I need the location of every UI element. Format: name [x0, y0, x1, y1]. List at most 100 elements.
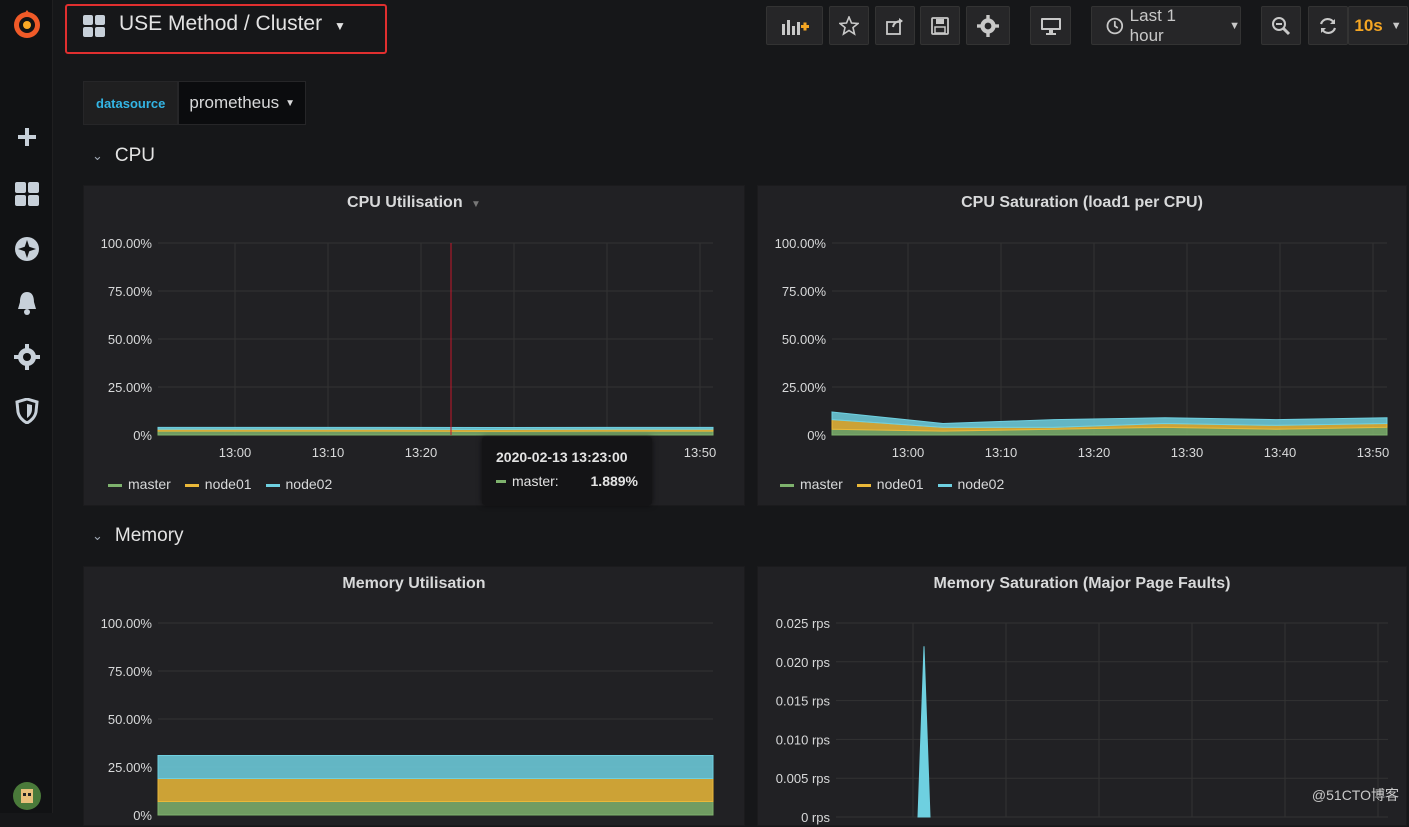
y-tick-label: 0% [807, 428, 826, 443]
share-button[interactable] [875, 6, 915, 45]
dashboards-icon[interactable] [0, 174, 53, 214]
template-variable: datasource prometheus ▼ [83, 81, 306, 125]
graph-tooltip: 2020-02-13 13:23:00 master: 1.889% [482, 437, 652, 505]
legend-item-master[interactable]: master [108, 476, 171, 492]
refresh-button[interactable] [1308, 6, 1348, 45]
y-tick-label: 0.005 rps [776, 771, 831, 786]
y-tick-label: 50.00% [108, 332, 153, 347]
x-tick-label: 13:20 [405, 445, 438, 460]
legend-item-node02[interactable]: node02 [266, 476, 333, 492]
refresh-interval-picker[interactable]: 10s ▼ [1348, 6, 1408, 45]
x-tick-label: 13:10 [312, 445, 345, 460]
tooltip-swatch [496, 480, 506, 483]
dashboard-title-text: USE Method / Cluster [119, 12, 322, 35]
legend: master node01 node02 [108, 476, 332, 492]
watermark: @51CTO博客 [1312, 785, 1399, 805]
memory-saturation-chart[interactable]: 0.025 rps 0.020 rps 0.015 rps 0.010 rps 0.00… [758, 567, 1408, 827]
dashboard-title[interactable]: USE Method / Cluster ▼ [119, 12, 346, 36]
y-tick-label: 75.00% [782, 284, 827, 299]
settings-button[interactable] [966, 6, 1010, 45]
variable-label: datasource [83, 81, 178, 125]
monitor-icon [1040, 16, 1062, 36]
legend-item-node01[interactable]: node01 [185, 476, 252, 492]
panel-cpu-saturation[interactable]: CPU Saturation (load1 per CPU) 100.00%75… [757, 185, 1407, 506]
y-tick-label: 0.020 rps [776, 655, 831, 670]
clock-icon [1106, 17, 1124, 35]
star-icon [839, 16, 859, 36]
save-button[interactable] [920, 6, 960, 45]
zoom-out-button[interactable] [1261, 6, 1301, 45]
row-memory-title: Memory [115, 525, 184, 547]
cpu-saturation-chart[interactable]: 100.00% 75.00% 50.00% 25.00% 0% 13:00 13:10 13:… [758, 186, 1408, 507]
plus-icon[interactable] [0, 117, 53, 157]
panel-memory-saturation[interactable]: Memory Saturation (Major Page Faults) 0.… [757, 566, 1407, 826]
y-tick-label: 25.00% [108, 380, 153, 395]
save-icon [930, 16, 950, 36]
x-tick-label: 13:00 [892, 445, 925, 460]
y-tick-label: 50.00% [108, 712, 153, 727]
variable-caret-icon: ▼ [285, 98, 295, 109]
time-picker-button[interactable]: Last 1 hour ▼ [1091, 6, 1241, 45]
row-cpu[interactable]: ⌄ CPU [92, 145, 155, 167]
y-tick-label: 100.00% [101, 616, 153, 631]
y-tick-label: 0 rps [801, 810, 830, 825]
refresh-icon [1318, 16, 1338, 36]
x-tick-label: 13:50 [684, 445, 717, 460]
y-tick-label: 75.00% [108, 664, 153, 679]
y-tick-label: 0% [133, 808, 152, 823]
x-tick-label: 13:20 [1078, 445, 1111, 460]
explore-compass-icon[interactable] [0, 229, 53, 269]
refresh-caret-icon: ▼ [1391, 20, 1402, 32]
x-tick-label: 13:00 [219, 445, 252, 460]
series-area-node02 [832, 412, 1387, 427]
legend-item-node01[interactable]: node01 [857, 476, 924, 492]
add-panel-icon [780, 16, 810, 36]
share-icon [885, 16, 905, 36]
variable-value: prometheus [189, 93, 279, 113]
star-button[interactable] [829, 6, 869, 45]
tooltip-time: 2020-02-13 13:23:00 [496, 449, 638, 465]
y-tick-label: 0.010 rps [776, 732, 831, 747]
tooltip-row: master: 1.889% [496, 473, 638, 489]
view-mode-button[interactable] [1030, 6, 1071, 45]
chevron-down-icon: ⌄ [92, 148, 103, 164]
series-area-node01 [158, 779, 713, 802]
y-tick-label: 100.00% [101, 236, 153, 251]
bell-icon[interactable] [0, 283, 53, 323]
y-tick-label: 50.00% [782, 332, 827, 347]
add-panel-button[interactable] [766, 6, 823, 45]
y-tick-label: 25.00% [782, 380, 827, 395]
chevron-down-icon: ⌄ [92, 528, 103, 544]
row-cpu-title: CPU [115, 145, 155, 167]
x-tick-label: 13:50 [1357, 445, 1390, 460]
row-memory[interactable]: ⌄ Memory [92, 525, 184, 547]
caret-down-icon: ▼ [334, 19, 346, 33]
variable-select[interactable]: prometheus ▼ [178, 81, 306, 125]
time-range-label: Last 1 hour [1130, 6, 1213, 46]
y-tick-label: 0.015 rps [776, 694, 831, 709]
y-tick-label: 75.00% [108, 284, 153, 299]
legend: master node01 node02 [780, 476, 1004, 492]
legend-item-node02[interactable]: node02 [938, 476, 1005, 492]
grafana-logo-icon[interactable] [0, 5, 53, 45]
gear-icon[interactable] [0, 337, 53, 377]
x-tick-label: 13:30 [1171, 445, 1204, 460]
x-tick-label: 13:10 [985, 445, 1018, 460]
panel-memory-utilisation[interactable]: Memory Utilisation 100.00%75.00%50.00%25… [83, 566, 745, 826]
memory-utilisation-chart[interactable]: 100.00%75.00%50.00%25.00%0% [84, 567, 746, 827]
y-tick-label: 100.00% [775, 236, 827, 251]
settings-gear-icon [977, 15, 999, 37]
dashboard-grid-icon [83, 15, 105, 42]
y-tick-label: 0% [133, 428, 152, 443]
time-caret-icon: ▼ [1229, 20, 1240, 32]
sidebar [0, 0, 53, 813]
series-area-node02 [158, 427, 713, 429]
refresh-interval-label: 10s [1354, 16, 1382, 36]
avatar[interactable] [0, 776, 53, 816]
series-area-node02 [158, 755, 713, 778]
y-tick-label: 0.025 rps [776, 616, 831, 631]
legend-item-master[interactable]: master [780, 476, 843, 492]
shield-icon[interactable] [0, 391, 53, 431]
series-area-node02 [918, 646, 930, 817]
tooltip-series: master: [512, 473, 559, 489]
